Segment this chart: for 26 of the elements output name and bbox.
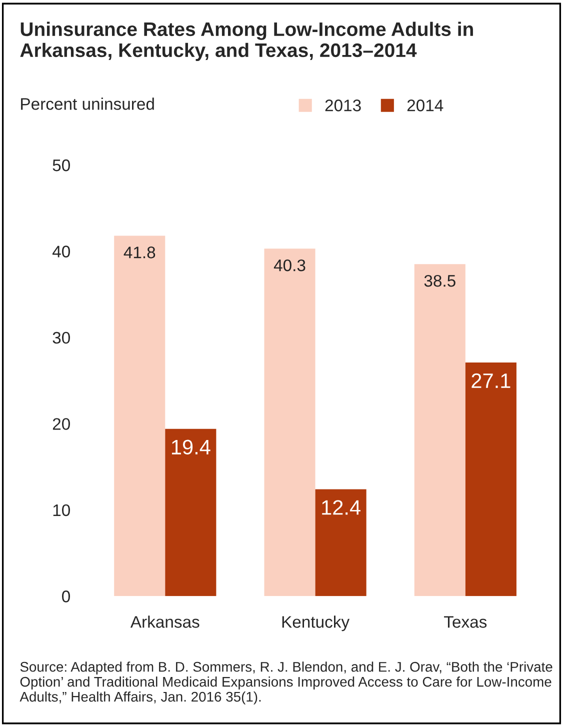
y-tick-label: 0 bbox=[62, 590, 70, 602]
bar bbox=[315, 489, 366, 596]
x-tick-label: Texas bbox=[444, 616, 487, 628]
bar bbox=[114, 236, 166, 596]
y-tick-label: 50 bbox=[52, 159, 70, 172]
y-axis-title: Percent uninsured bbox=[21, 98, 154, 110]
y-tick-label: 10 bbox=[53, 504, 70, 516]
legend-label: 2013 bbox=[325, 100, 361, 112]
bar bbox=[264, 248, 316, 596]
x-tick-label: Kentucky bbox=[282, 616, 350, 632]
data-label: 19.4 bbox=[172, 440, 210, 455]
bar bbox=[414, 264, 466, 596]
y-tick-label: 30 bbox=[52, 332, 70, 344]
data-label: 41.8 bbox=[124, 246, 156, 258]
chart-title: Uninsurance Rates Among Low-Income Adults in Arkansas, Kentucky, and Texas, 2013–2014 bbox=[20, 22, 473, 61]
data-label: 40.3 bbox=[274, 259, 306, 272]
bar bbox=[465, 362, 516, 596]
y-tick-label: 20 bbox=[52, 418, 70, 430]
x-tick-label: Arkansas bbox=[130, 616, 200, 628]
y-tick-label: 40 bbox=[52, 246, 70, 258]
data-label: 27.1 bbox=[472, 373, 510, 388]
data-label: 38.5 bbox=[424, 274, 456, 287]
data-label: 12.4 bbox=[322, 500, 360, 515]
legend-label: 2014 bbox=[407, 100, 444, 112]
bar bbox=[165, 428, 216, 596]
source-note: Source: Adapted from B. D. Sommers, R. J. Blendon, and E. J. Orav, “Both the ‘Private Option’ and Traditional Medicaid Expansions Improved Access to Care for Low-Income Adults,” Health Affairs, Jan. 2016 35(1). bbox=[20, 662, 552, 704]
